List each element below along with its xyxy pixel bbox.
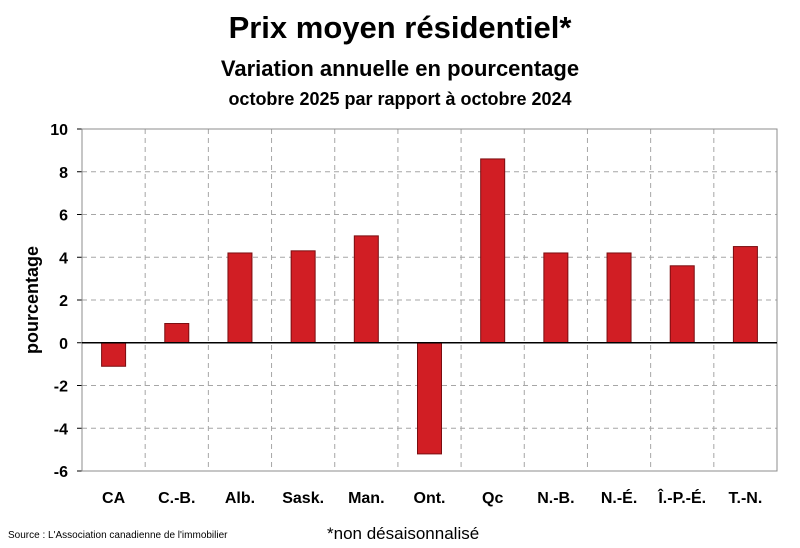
x-tick-label: Man. [348, 490, 384, 507]
bar [606, 252, 632, 344]
x-tick-label: N.-B. [537, 490, 574, 507]
x-tick-label: Qc [482, 490, 503, 507]
bar [353, 235, 379, 344]
y-tick-label: 6 [59, 208, 68, 225]
y-tick-label: 0 [59, 336, 68, 353]
x-tick-label: Ont. [414, 490, 446, 507]
x-tick-label: C.-B. [158, 490, 195, 507]
y-tick-label: 10 [50, 122, 68, 139]
bar [417, 342, 442, 455]
x-tick-label: CA [102, 490, 126, 507]
bar [227, 252, 253, 344]
bar [480, 158, 506, 344]
x-tick-label: Î.-P.-É. [657, 488, 706, 507]
bar [290, 250, 316, 344]
bar [164, 323, 190, 344]
bar [669, 265, 695, 344]
y-tick-label: 2 [59, 293, 68, 310]
y-tick-label: -2 [54, 379, 68, 396]
chart-subtitle: Variation annuelle en pourcentage [220, 56, 580, 81]
y-tick-label: 4 [59, 250, 68, 267]
x-tick-label: T.-N. [729, 490, 763, 507]
x-tick-label: Alb. [225, 490, 255, 507]
y-tick-label: 8 [59, 165, 68, 182]
y-tick-label: -4 [54, 421, 68, 438]
chart-title: Prix moyen résidentiel* [228, 10, 572, 45]
source-note: Source : L'Association canadienne de l'i… [8, 530, 228, 541]
x-tick-label: N.-É. [601, 488, 637, 507]
plot-area [81, 128, 778, 472]
x-tick-label: Sask. [282, 490, 324, 507]
bar [732, 246, 758, 344]
bar [543, 252, 569, 344]
bar [101, 342, 127, 367]
y-tick-label: -6 [54, 464, 68, 481]
y-axis-label: pourcentage [22, 246, 42, 354]
chart-subtitle-period: octobre 2025 par rapport à octobre 2024 [228, 89, 572, 109]
seasonal-note: *non désaisonnalisé [327, 524, 480, 543]
